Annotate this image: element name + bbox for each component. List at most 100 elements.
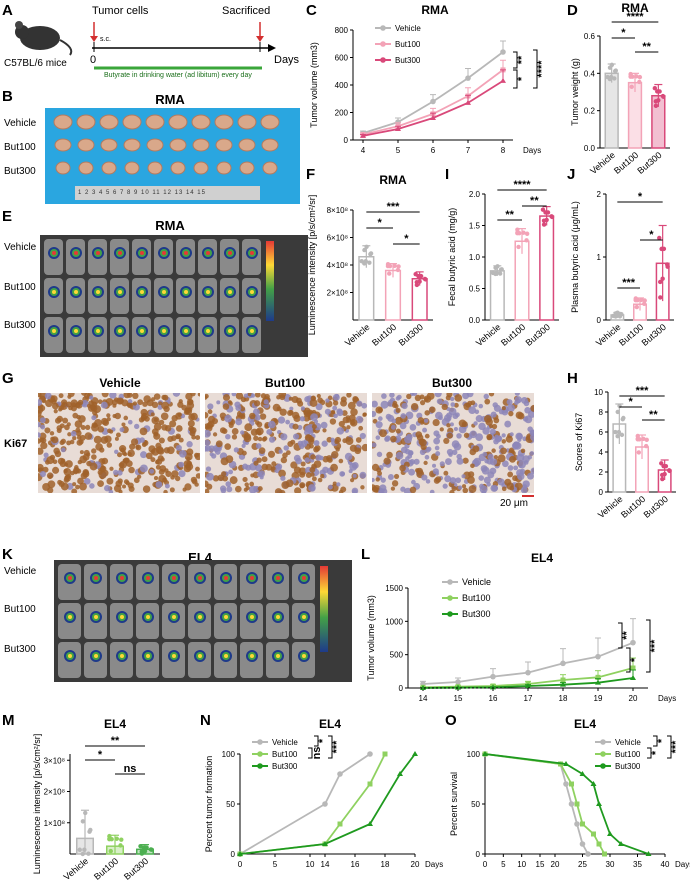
cell-nucleus <box>42 466 49 473</box>
significance-bracket <box>626 647 631 673</box>
cell-nucleus <box>216 400 221 405</box>
cell-nucleus <box>501 433 506 438</box>
data-point <box>563 761 569 766</box>
cell-nucleus <box>127 449 135 457</box>
cell-nucleus <box>336 482 341 487</box>
cell-nucleus <box>349 419 358 427</box>
tumor-specimen <box>100 138 118 152</box>
cell-nucleus <box>340 399 348 407</box>
cell-nucleus <box>268 436 276 443</box>
cell-nucleus <box>102 419 110 426</box>
luminescence-spot <box>68 576 72 580</box>
luminescence-spot <box>198 615 202 619</box>
cell-nucleus <box>455 477 462 484</box>
data-point <box>367 821 373 826</box>
data-point <box>661 94 666 99</box>
data-point <box>549 214 555 220</box>
tumor-cells-label: Tumor cells <box>92 5 149 17</box>
cell-nucleus <box>383 457 391 465</box>
cell-nucleus <box>305 472 312 479</box>
cell-nucleus <box>171 415 178 422</box>
cell-nucleus <box>250 393 256 398</box>
cell-nucleus <box>449 477 457 484</box>
bar <box>604 72 619 149</box>
cell-nucleus <box>128 485 135 492</box>
cell-nucleus <box>469 448 477 456</box>
cell-nucleus <box>409 486 417 493</box>
luminescence-spot <box>250 329 254 333</box>
y-tick-label: 800 <box>335 26 349 35</box>
cell-nucleus <box>167 435 174 443</box>
y-tick-label: 100 <box>467 750 481 759</box>
cell-nucleus <box>356 400 363 407</box>
data-point <box>619 432 625 438</box>
cell-nucleus <box>59 440 65 446</box>
cell-nucleus <box>228 422 234 429</box>
cell-nucleus <box>49 431 55 436</box>
data-point <box>118 843 123 848</box>
cell-nucleus <box>506 399 513 406</box>
chart-title: EL4 <box>104 717 126 731</box>
cell-nucleus <box>181 404 188 411</box>
cell-nucleus <box>271 461 277 467</box>
data-point <box>663 463 669 469</box>
tumor-specimen <box>54 138 72 152</box>
x-axis-label: Days <box>425 860 443 869</box>
data-point <box>395 267 401 273</box>
y-tick-label: 0 <box>597 316 602 325</box>
cell-nucleus <box>482 451 488 457</box>
y-axis-label: Tumor volume (mm3) <box>366 595 376 681</box>
cell-nucleus <box>492 402 498 408</box>
cell-nucleus <box>163 468 169 473</box>
cell-nucleus <box>112 403 117 408</box>
row-label-but300: But300 <box>4 166 36 177</box>
cell-nucleus <box>118 462 125 468</box>
cell-nucleus <box>325 398 330 403</box>
legend-label: Vehicle <box>395 24 421 33</box>
cell-nucleus <box>486 482 491 487</box>
x-tick-label: 0 <box>483 860 488 869</box>
k-row-vehicle: Vehicle <box>4 566 37 577</box>
cell-nucleus <box>39 470 47 478</box>
cell-nucleus <box>407 453 413 459</box>
panel-letter-k: K <box>2 546 13 563</box>
cell-nucleus <box>310 472 315 477</box>
chart-title: RMA <box>621 1 649 15</box>
cell-nucleus <box>293 466 302 474</box>
g-col-vehicle: Vehicle <box>99 376 141 390</box>
cell-nucleus <box>178 461 185 468</box>
cell-nucleus <box>290 461 298 469</box>
cell-nucleus <box>150 397 156 402</box>
cell-nucleus <box>40 441 48 450</box>
x-axis-label: Days <box>523 146 541 155</box>
significance-bracket <box>513 51 518 69</box>
y-tick-label: 1.5 <box>469 222 481 231</box>
cell-nucleus <box>299 416 306 422</box>
cell-nucleus <box>93 435 102 444</box>
cell-nucleus <box>235 393 244 400</box>
cell-nucleus <box>140 414 147 421</box>
significance-label: * <box>656 738 668 743</box>
cell-nucleus <box>493 417 500 424</box>
cell-nucleus <box>375 406 383 414</box>
tumor-specimen <box>170 161 186 175</box>
cell-nucleus <box>243 393 249 398</box>
data-point <box>568 801 575 807</box>
cell-nucleus <box>77 477 84 485</box>
cell-nucleus <box>458 419 467 428</box>
tumor-specimen <box>237 114 257 130</box>
significance-bracket <box>328 735 333 759</box>
chart-l-tumor-volume-el4: EL4 0 500 1000 1500 Tumor volume (mm3) 14 15 16 1… <box>366 551 676 703</box>
luminescence-spot <box>94 576 98 580</box>
cell-nucleus <box>215 440 223 448</box>
data-point <box>643 443 649 449</box>
cell-nucleus <box>376 451 383 458</box>
data-point <box>629 84 634 90</box>
x-tick-label: Vehicle <box>62 856 91 882</box>
cell-nucleus <box>483 393 489 400</box>
y-tick-label: 500 <box>390 651 404 660</box>
legend-marker <box>380 41 386 47</box>
data-point <box>667 468 672 474</box>
x-tick-label: 19 <box>594 694 603 703</box>
significance-label: * <box>650 750 662 755</box>
